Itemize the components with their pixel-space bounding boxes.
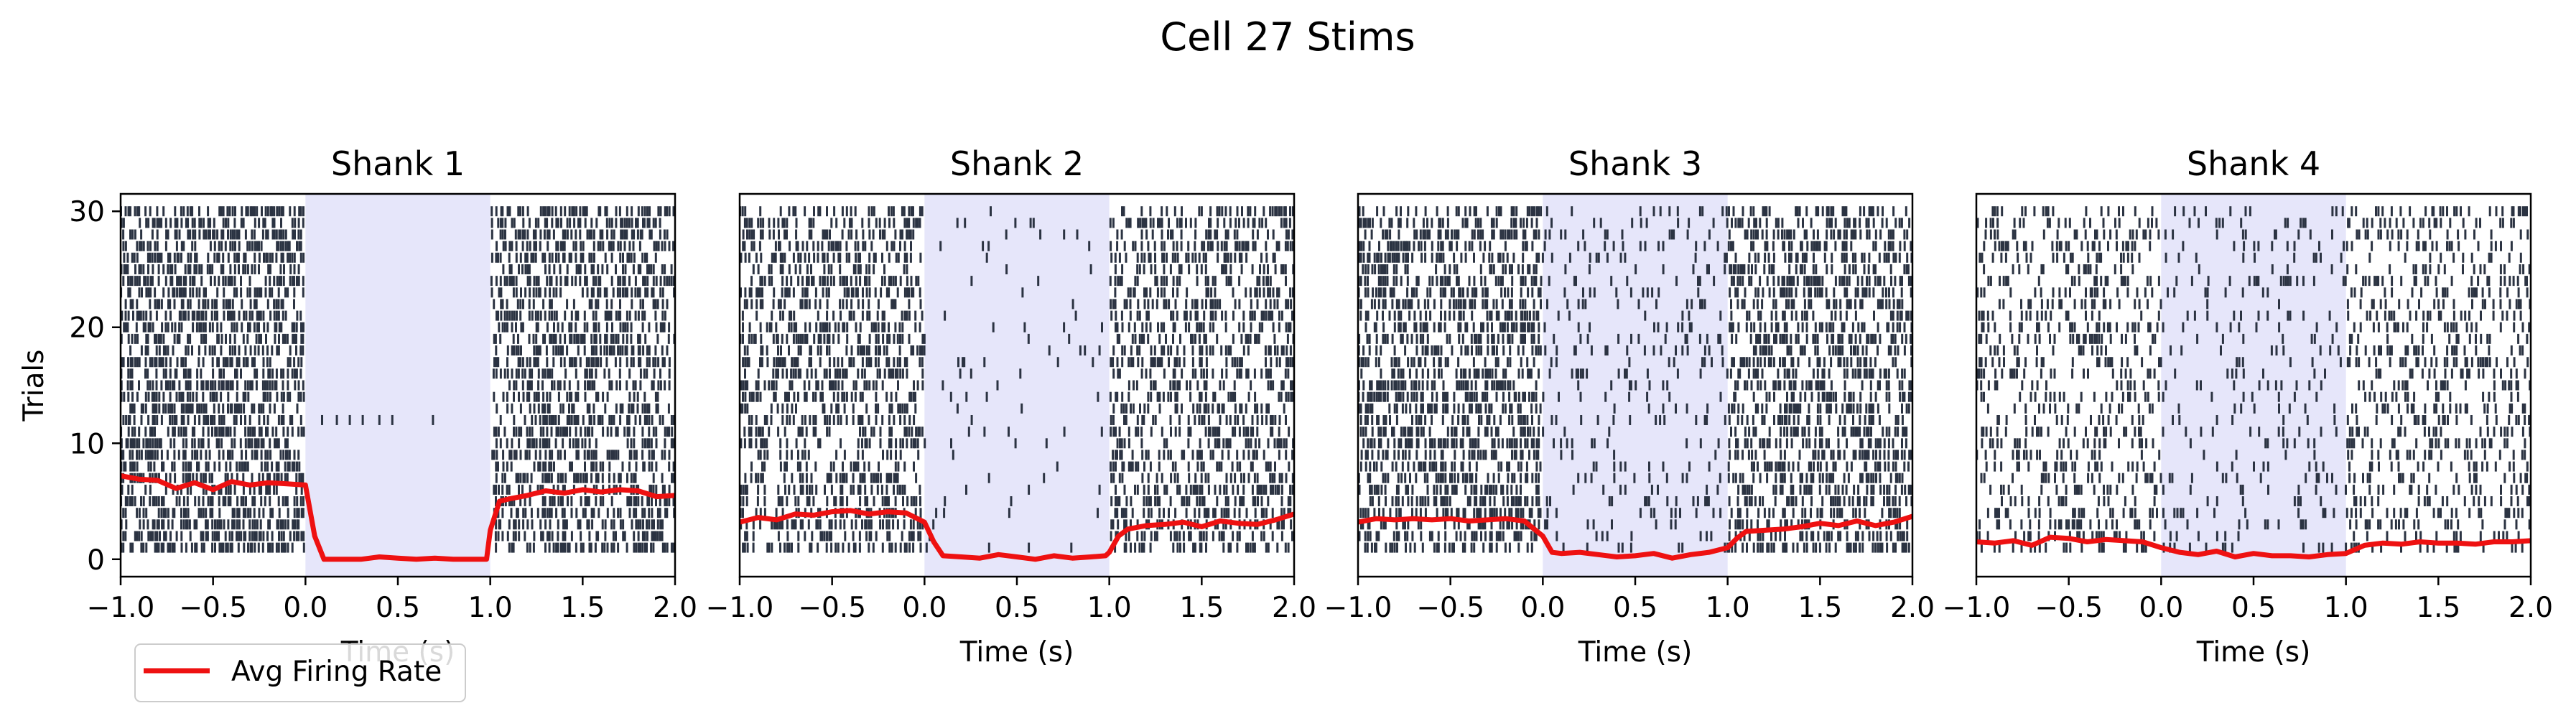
x-tick-label: 1.0	[1087, 592, 1132, 624]
x-tick-label: 1.0	[468, 592, 513, 624]
spike-raster	[1357, 206, 1913, 553]
panel-title: Shank 2	[950, 144, 1084, 183]
x-tick-label: 1.5	[560, 592, 605, 624]
x-tick-label: 0.0	[902, 592, 947, 624]
y-axis-label: Trials	[18, 349, 50, 422]
stim-window	[305, 194, 490, 577]
x-tick-label: 0.0	[283, 592, 327, 624]
x-tick-label: −0.5	[798, 592, 866, 624]
x-tick-label: −0.5	[179, 592, 247, 624]
x-tick-label: 0.5	[376, 592, 420, 624]
y-tick-label: 20	[69, 312, 105, 345]
x-tick-label: 2.0	[653, 592, 697, 624]
avg-firing-rate-line	[739, 508, 1296, 562]
x-tick-label: 0.5	[995, 592, 1039, 624]
x-tick-label: −1.0	[87, 592, 155, 624]
avg-firing-rate-line	[120, 473, 676, 562]
x-tick-label: −1.0	[706, 592, 774, 624]
figure-title: Cell 27 Stims	[1160, 14, 1415, 60]
x-tick-label: 2.0	[1272, 592, 1316, 624]
panel-title: Shank 1	[331, 144, 465, 183]
panel-2: −1.0 −0.5 0.0 0.5 1.0 1.5 2.0 Shank 2 Time (s)	[706, 144, 1316, 669]
spike-raster	[739, 206, 1295, 553]
stim-window	[924, 194, 1110, 577]
y-tick-label: 10	[69, 428, 105, 460]
x-axis-label: Time (s)	[959, 636, 1074, 669]
panels: −1.0 −0.5 0.0 0.5 1.0 1.5 2.0 0 10 20 30 Shank 1 Tim…	[18, 144, 2553, 669]
y-tick-label: 0	[87, 544, 105, 577]
x-tick-label: 1.5	[1179, 592, 1224, 624]
y-tick-label: 30	[69, 196, 105, 228]
